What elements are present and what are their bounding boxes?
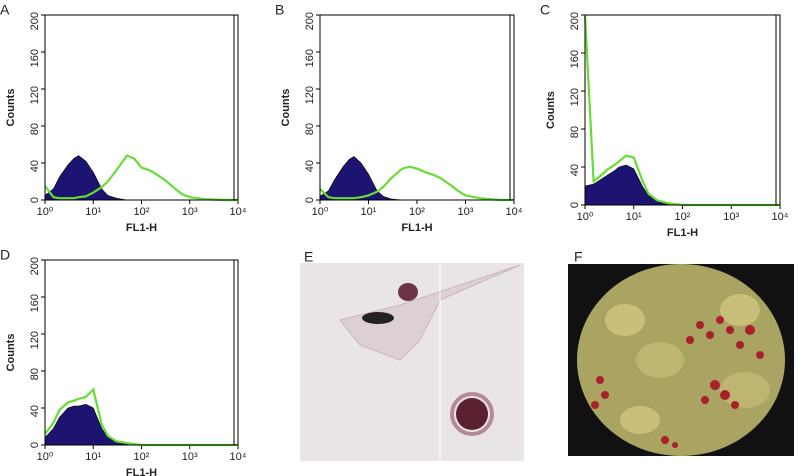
x-tick-label: 10⁰: [37, 451, 54, 463]
y-axis-label: Counts: [5, 89, 17, 127]
panel-label: F: [574, 249, 583, 265]
y-tick-label: 120: [29, 86, 41, 104]
x-tick-label: 10⁰: [577, 211, 594, 223]
y-tick-label: 0: [569, 202, 581, 208]
x-axis-label: FL1-H: [126, 467, 157, 476]
x-tick-label: 10¹: [85, 206, 101, 218]
x-tick-label: 10²: [134, 451, 150, 463]
y-tick-label: 80: [29, 123, 41, 135]
x-tick-label: 10³: [723, 211, 739, 223]
y-tick-label: 120: [29, 331, 41, 349]
y-tick-label: 40: [29, 405, 41, 417]
y-tick-label: 40: [569, 164, 581, 176]
y-tick-label: 40: [304, 160, 316, 172]
y-tick-label: 0: [304, 197, 316, 203]
histogram-area: [584, 164, 780, 206]
y-tick-label: 200: [29, 257, 41, 275]
y-tick-label: 200: [304, 12, 316, 30]
panel-label: D: [0, 247, 10, 263]
y-tick-label: 80: [569, 126, 581, 138]
x-tick-label: 10²: [134, 206, 150, 218]
y-tick-label: 200: [569, 12, 581, 30]
y-tick-label: 80: [304, 123, 316, 135]
panel-label: B: [275, 2, 284, 18]
x-tick-label: 10³: [458, 206, 474, 218]
y-tick-label: 160: [304, 49, 316, 67]
x-tick-label: 10¹: [85, 451, 101, 463]
y-tick-label: 160: [29, 49, 41, 67]
plot-frame: [44, 14, 239, 201]
y-tick-label: 0: [29, 197, 41, 203]
y-tick-label: 160: [29, 294, 41, 312]
x-axis-label: FL1-H: [667, 227, 698, 239]
x-axis-label: FL1-H: [401, 222, 432, 234]
y-tick-label: 40: [29, 160, 41, 172]
panel-label: E: [304, 249, 313, 265]
plot-frame: [584, 14, 781, 206]
y-axis-label: Counts: [5, 334, 17, 372]
histogram-area: [44, 155, 238, 201]
y-tick-label: 0: [29, 442, 41, 448]
x-tick-label: 10²: [675, 211, 691, 223]
x-tick-label: 10⁴: [506, 206, 523, 218]
plot-frame: [44, 259, 239, 446]
y-tick-label: 80: [29, 368, 41, 380]
y-axis-label: Counts: [545, 91, 557, 129]
histogram-area: [44, 403, 238, 446]
micrograph-e: [300, 263, 524, 461]
x-tick-label: 10¹: [626, 211, 642, 223]
y-tick-label: 200: [29, 12, 41, 30]
panel-label: A: [0, 2, 10, 18]
x-tick-label: 10⁴: [772, 211, 789, 223]
x-tick-label: 10¹: [361, 206, 377, 218]
panel-label: C: [540, 2, 550, 18]
plot-frame: [319, 14, 515, 201]
x-tick-label: 10⁴: [230, 206, 247, 218]
y-axis-label: Counts: [280, 89, 292, 127]
x-tick-label: 10³: [182, 206, 198, 218]
y-tick-label: 120: [304, 86, 316, 104]
x-tick-label: 10⁰: [312, 206, 329, 218]
x-tick-label: 10³: [182, 451, 198, 463]
histogram-area: [319, 156, 514, 201]
histogram-line: [319, 165, 514, 202]
x-tick-label: 10⁴: [230, 451, 247, 463]
y-tick-label: 160: [569, 50, 581, 68]
x-tick-label: 10⁰: [37, 206, 54, 218]
x-axis-label: FL1-H: [126, 222, 157, 234]
x-tick-label: 10²: [409, 206, 425, 218]
y-tick-label: 120: [569, 88, 581, 106]
micrograph-f: [568, 264, 794, 456]
histogram-line: [44, 154, 238, 202]
